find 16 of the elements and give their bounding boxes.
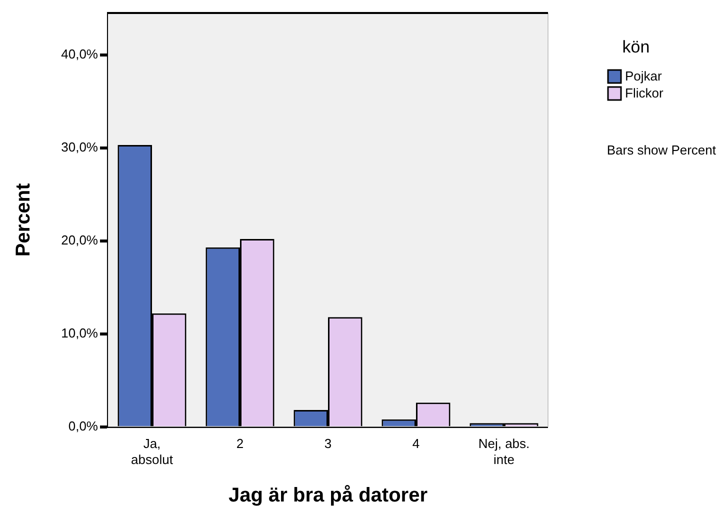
x-tick-label: 2	[236, 436, 244, 452]
text: Bars show Percent	[606, 142, 716, 158]
legend-label: Pojkar	[625, 68, 663, 84]
x-tick-label: 4	[412, 436, 420, 452]
y-axis-title: Percent	[12, 182, 35, 257]
y-tick-label: 40,0%	[61, 46, 98, 62]
x-tick-label: Nej, abs. inte	[478, 436, 530, 467]
y-tick-label: 0,0%	[68, 418, 98, 434]
legend-label: Flickor	[625, 86, 664, 101]
y-tick-label: 30,0%	[61, 139, 98, 154]
y-tick-label: 20,0%	[61, 232, 98, 248]
legend-title: kön	[622, 38, 650, 57]
x-tick-label: Ja, absolut	[131, 436, 174, 467]
x-tick-label: 3	[324, 436, 332, 452]
y-tick-label: 10,0%	[61, 325, 98, 340]
x-axis-title: Jag är bra på datorer	[228, 484, 428, 507]
